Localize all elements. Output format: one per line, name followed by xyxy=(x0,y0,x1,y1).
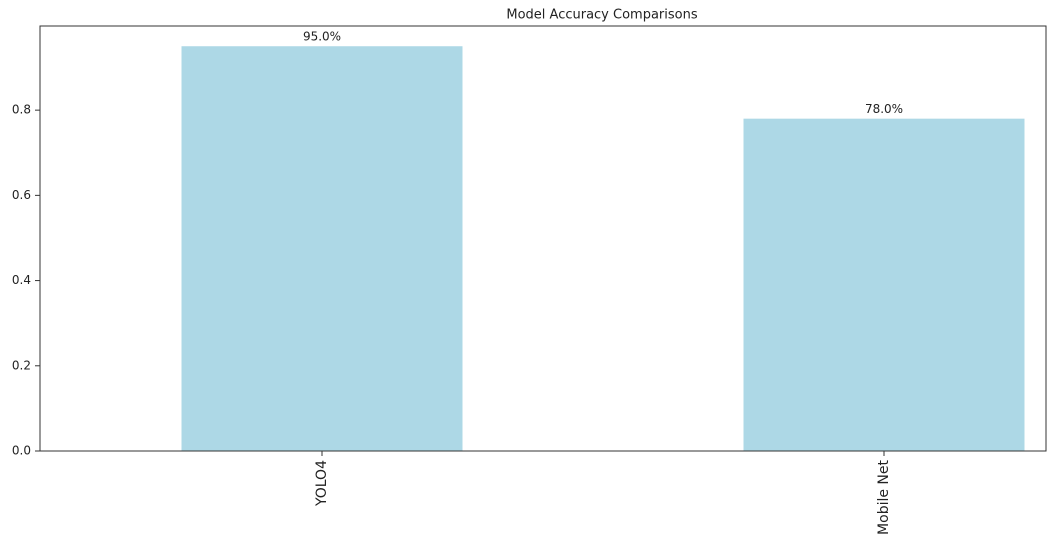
x-tick-label: YOLO4 xyxy=(314,460,330,507)
x-tick-label: Mobile Net xyxy=(876,459,892,534)
y-tick-label: 0.2 xyxy=(12,358,31,372)
axes-frame xyxy=(39,25,1047,452)
y-tick-label: 0.4 xyxy=(12,273,31,287)
y-tick-label: 0.8 xyxy=(12,103,31,117)
y-tick-label: 0.6 xyxy=(12,188,31,202)
bar xyxy=(743,118,1025,451)
bar xyxy=(181,46,463,451)
value-label: 78.0% xyxy=(865,102,903,116)
chart-title: Model Accuracy Comparisons xyxy=(506,8,697,23)
y-tick-label: 0.0 xyxy=(12,444,31,458)
value-label: 95.0% xyxy=(303,30,341,44)
